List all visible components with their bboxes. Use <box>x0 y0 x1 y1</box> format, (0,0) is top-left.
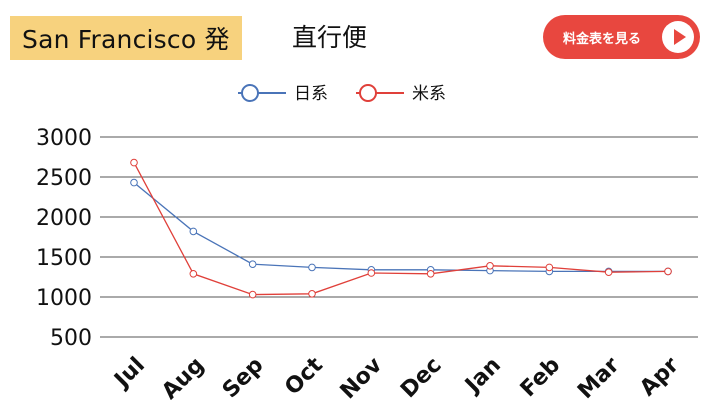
play-icon <box>662 21 694 53</box>
y-tick-label: 2000 <box>36 206 92 231</box>
x-tick-label: Nov <box>336 352 388 400</box>
x-tick-label: Dec <box>396 353 446 400</box>
price-table-button-label: 料金表を見る <box>563 31 642 47</box>
series-line <box>133 182 668 273</box>
data-point <box>248 290 257 299</box>
x-tick-label: Mar <box>573 353 624 400</box>
x-tick-label: Apr <box>635 353 684 400</box>
data-point <box>248 260 257 269</box>
data-point <box>189 270 198 278</box>
data-point <box>308 263 316 272</box>
x-tick-label: Jul <box>109 353 150 394</box>
legend-marker <box>241 84 259 102</box>
data-point <box>604 268 613 277</box>
y-tick-label: 500 <box>50 326 92 351</box>
title-origin: San Francisco 発 <box>22 25 230 54</box>
data-point <box>486 262 494 270</box>
data-point <box>367 269 376 277</box>
x-tick-label: Feb <box>516 353 565 400</box>
data-point <box>130 158 138 167</box>
data-point <box>308 290 316 298</box>
legend-label: 米系 <box>412 84 446 104</box>
title-badge: San Francisco 発 <box>10 16 242 60</box>
x-tick-label: Jan <box>459 353 505 399</box>
x-tick-label: Oct <box>280 352 328 400</box>
data-point <box>664 267 672 276</box>
data-point <box>545 263 554 272</box>
data-point <box>426 270 435 278</box>
price-table-button[interactable]: 料金表を見る <box>543 15 700 59</box>
data-point <box>189 227 198 236</box>
legend-marker <box>359 84 377 102</box>
data-point <box>130 178 138 187</box>
y-tick-label: 2500 <box>36 166 92 191</box>
title-route-type: 直行便 <box>292 23 368 52</box>
legend-label: 日系 <box>294 84 328 104</box>
x-tick-label: Sep <box>218 353 269 400</box>
y-tick-label: 1500 <box>36 246 92 271</box>
y-tick-label: 3000 <box>36 126 92 151</box>
series-line <box>133 162 669 296</box>
x-tick-label: Aug <box>157 353 209 400</box>
y-tick-label: 1000 <box>36 286 92 311</box>
